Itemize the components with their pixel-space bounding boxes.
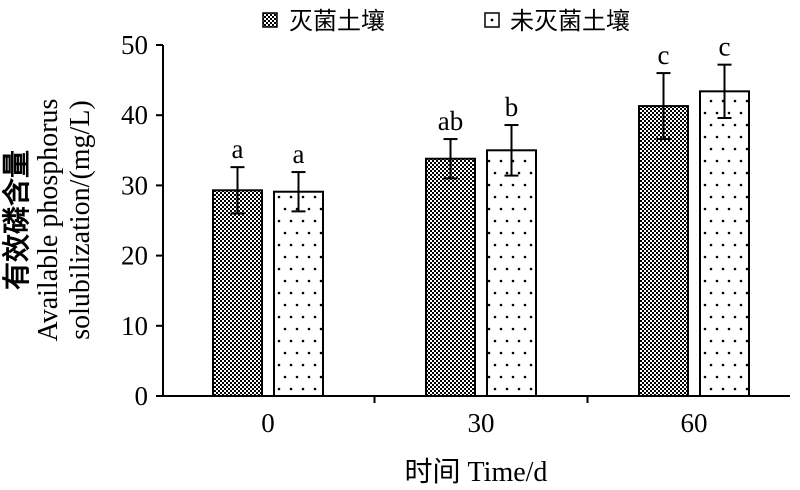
legend-item-sterilized-soil: 灭菌土壤 [262, 8, 385, 35]
y-axis-title: 有效磷含量 Available phosphorus solubilizatio… [0, 99, 96, 342]
y-axis-title-cn: 有效磷含量 [0, 150, 33, 290]
legend-swatch-checkered [262, 12, 278, 28]
error-bar [291, 171, 306, 213]
legend-label-sterilized-soil: 灭菌土壤 [289, 8, 385, 35]
y-tick-label: 0 [135, 381, 149, 411]
x-tick-label: 30 [468, 408, 495, 438]
y-tick-label: 40 [121, 100, 148, 130]
y-tick-label: 30 [121, 170, 148, 200]
x-axis-title: 时间 Time/d [405, 456, 548, 488]
x-tick-label: 60 [681, 408, 708, 438]
error-bar [504, 124, 519, 177]
significance-letter: c [719, 32, 731, 62]
significance-letter: a [293, 139, 305, 169]
y-tick-label: 10 [121, 311, 148, 341]
y-tick-label: 20 [121, 241, 148, 271]
y-tick-label: 50 [121, 30, 148, 60]
series-unsterilized-soil: abc [273, 32, 750, 397]
bar-sterilized-soil-30 [425, 157, 476, 397]
error-bar [656, 72, 671, 141]
bar-sterilized-soil-0 [212, 189, 263, 397]
x-tick-label: 0 [261, 408, 275, 438]
significance-letter: a [232, 134, 244, 164]
legend-label-unsterilized-soil: 未灭菌土壤 [510, 8, 630, 35]
error-bar [443, 138, 458, 180]
bar-unsterilized-soil-30 [486, 149, 537, 397]
y-axis-title-line-3: solubilization/(mg/L) [65, 100, 96, 340]
error-bar [717, 63, 732, 120]
bar-unsterilized-soil-60 [699, 90, 750, 397]
significance-letter: ab [438, 106, 463, 136]
legend-swatch-dot [490, 18, 494, 22]
y-axis-title-line-2: Available phosphorus [33, 99, 64, 342]
legend: 灭菌土壤 未灭菌土壤 [262, 8, 630, 35]
error-bar [230, 166, 245, 215]
significance-letter: c [658, 40, 670, 70]
bar-sterilized-soil-60 [638, 105, 689, 397]
bar-unsterilized-soil-0 [273, 190, 324, 397]
legend-item-unsterilized-soil: 未灭菌土壤 [484, 8, 630, 35]
significance-letter: b [505, 92, 519, 122]
